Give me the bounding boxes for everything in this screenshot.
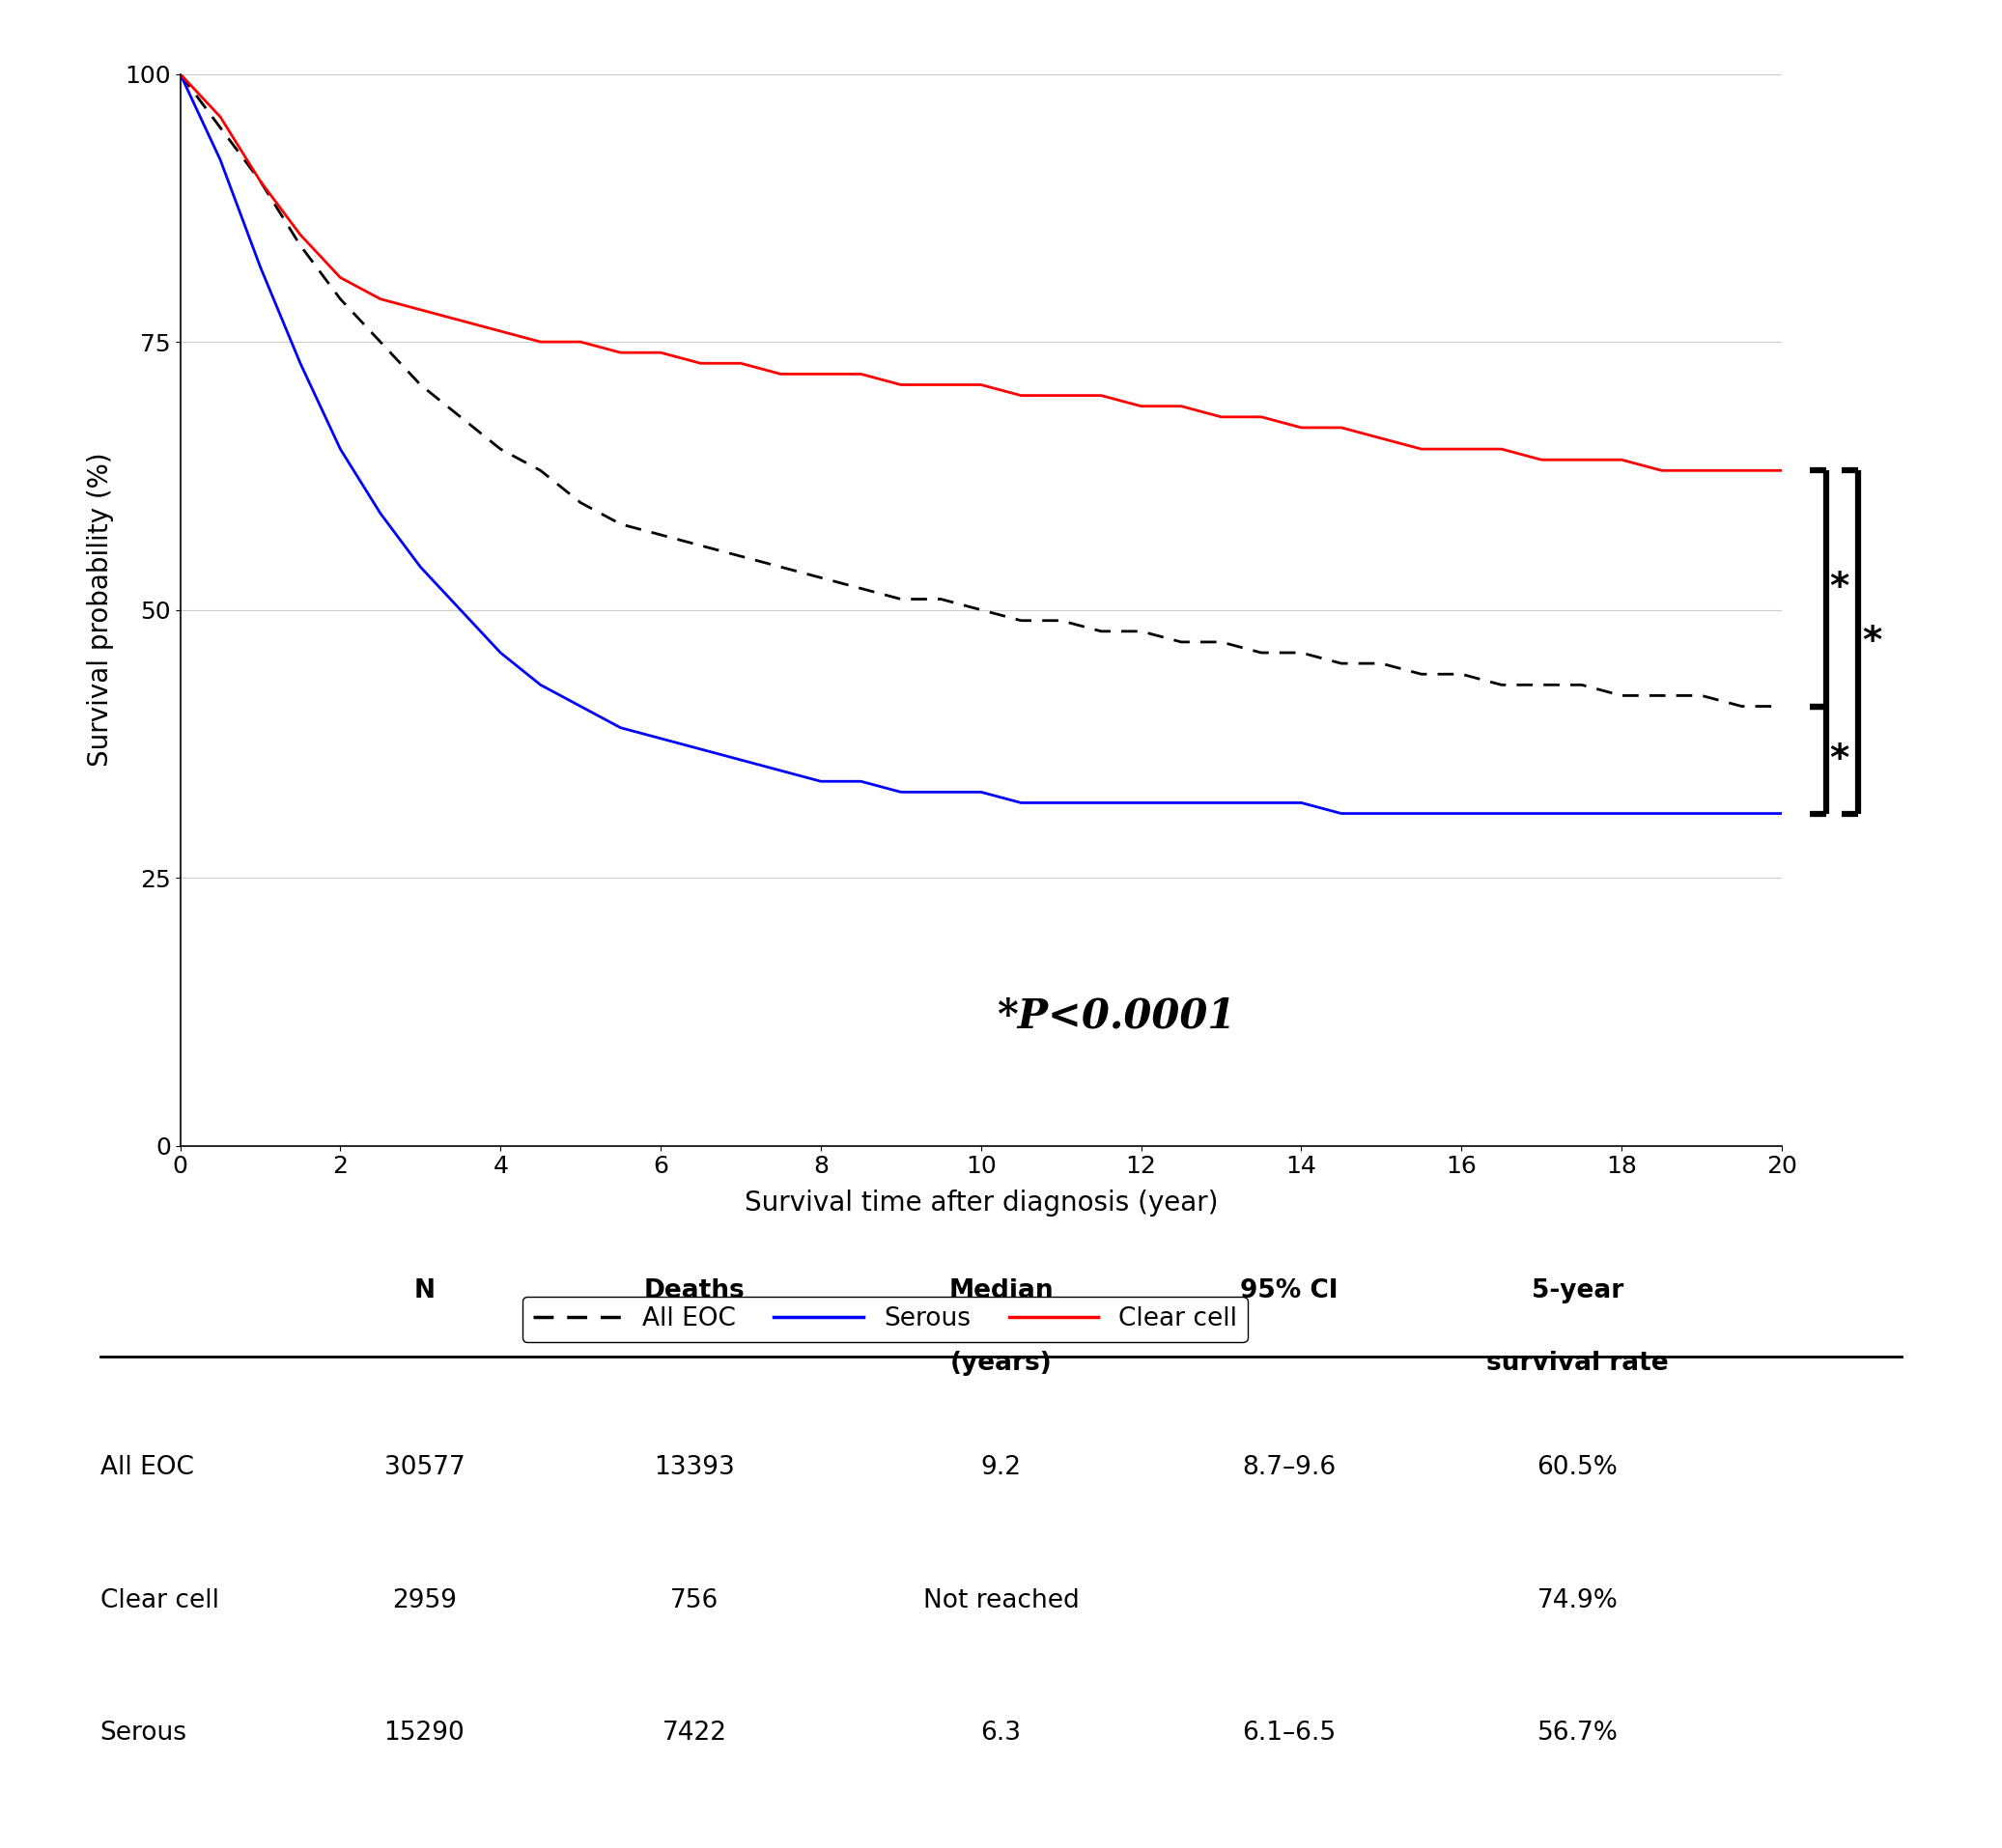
X-axis label: Survival time after diagnosis (year): Survival time after diagnosis (year) (745, 1188, 1217, 1216)
Text: 756: 756 (671, 1587, 719, 1613)
Text: 6.1–6.5: 6.1–6.5 (1243, 1720, 1335, 1746)
Text: 56.7%: 56.7% (1538, 1720, 1618, 1746)
Text: 2959: 2959 (392, 1587, 456, 1613)
Text: Not reached: Not reached (923, 1587, 1079, 1613)
Text: 60.5%: 60.5% (1538, 1454, 1618, 1480)
Text: *: * (1830, 569, 1850, 606)
Text: All EOC: All EOC (100, 1454, 194, 1480)
Text: 7422: 7422 (663, 1720, 727, 1746)
Text: Serous: Serous (100, 1720, 186, 1746)
Text: *: * (1862, 623, 1882, 660)
Y-axis label: Survival probability (%): Survival probability (%) (86, 453, 114, 767)
Text: 5-year: 5-year (1532, 1279, 1624, 1305)
Text: 9.2: 9.2 (981, 1454, 1021, 1480)
Text: *: * (1830, 741, 1850, 778)
Text: 8.7–9.6: 8.7–9.6 (1243, 1454, 1335, 1480)
Text: Median: Median (949, 1279, 1053, 1305)
Text: (years): (years) (949, 1351, 1053, 1377)
Text: survival rate: survival rate (1487, 1351, 1668, 1377)
Text: 15290: 15290 (384, 1720, 464, 1746)
Legend: All EOC, Serous, Clear cell: All EOC, Serous, Clear cell (523, 1297, 1247, 1342)
Text: N: N (414, 1279, 434, 1305)
Text: 13393: 13393 (655, 1454, 735, 1480)
Text: 95% CI: 95% CI (1241, 1279, 1337, 1305)
Text: 74.9%: 74.9% (1538, 1587, 1618, 1613)
Text: Clear cell: Clear cell (100, 1587, 218, 1613)
Text: 30577: 30577 (384, 1454, 464, 1480)
Text: *P<0.0001: *P<0.0001 (997, 996, 1235, 1037)
Text: 6.3: 6.3 (981, 1720, 1021, 1746)
Text: Deaths: Deaths (645, 1279, 745, 1305)
